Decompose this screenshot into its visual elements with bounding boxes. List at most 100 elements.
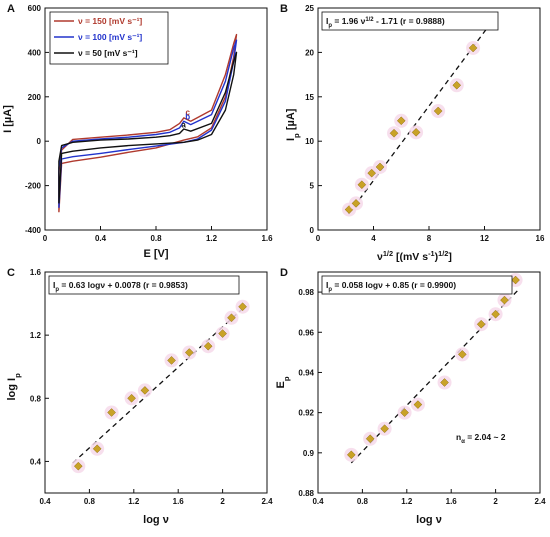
plot-frame <box>317 7 541 231</box>
equation-text: Ip = 0.058 logν + 0.85 (r = 0.9900) <box>326 280 456 293</box>
data-point <box>107 408 116 417</box>
n-alpha-note: nα = 2.04 ~ 2 <box>456 432 506 445</box>
y-tick-label: 200 <box>28 93 42 102</box>
x-axis-label: ν1/2 [(mV s-1)1/2] <box>377 249 452 264</box>
data-point <box>433 106 443 116</box>
y-tick-label: 0 <box>310 226 315 235</box>
label-part: log I <box>6 378 18 401</box>
equation-box <box>48 275 240 295</box>
y-tick-label: 0.96 <box>298 328 314 337</box>
equation-text: Ip = 1.96 ν1/2 - 1.71 (r = 0.9888) <box>326 16 445 29</box>
x-tick-label: 1.6 <box>173 497 185 506</box>
panel-c: C 0.4 0.8 1.2 1.6 2 2.4 1.6 1.2 0.8 0.4 Ip = 0.63 l… <box>6 267 273 526</box>
label-part: p <box>55 287 59 293</box>
cv-curve-100 <box>58 39 238 208</box>
label-part: ] <box>448 251 452 263</box>
label-part: [(mV s <box>393 251 428 263</box>
y-tick-label: 0.98 <box>298 288 314 297</box>
label-part: p <box>328 287 332 293</box>
x-tick-label: 2 <box>220 497 225 506</box>
x-tick-label: 0 <box>316 234 321 243</box>
x-axis-label: log ν <box>143 514 169 526</box>
data-point <box>468 43 478 53</box>
x-tick-label: 2 <box>493 497 498 506</box>
y-tick-label: 400 <box>28 48 42 57</box>
y-tick-label: 0.88 <box>298 489 314 498</box>
label-part: ν <box>378 280 383 290</box>
label-part: n <box>456 432 461 442</box>
data-point <box>365 434 375 444</box>
label-part: p <box>328 23 332 29</box>
cv-curve-50 <box>58 51 238 204</box>
equation-box <box>321 11 499 31</box>
y-tick-label: 15 <box>305 93 314 102</box>
data-point <box>476 319 486 329</box>
label-part: p <box>292 133 301 138</box>
data-point <box>440 378 449 387</box>
panel-label: C <box>7 267 15 279</box>
label-part: ν <box>100 280 105 290</box>
y-tick-label: -200 <box>25 182 42 191</box>
label-part: α <box>461 439 465 445</box>
x-tick-label: 0.8 <box>150 234 162 243</box>
y-tick-label: 0.4 <box>30 457 42 466</box>
panel-label: A <box>7 3 15 15</box>
data-point <box>346 450 356 460</box>
data-point <box>400 408 409 417</box>
label-part: I <box>285 138 297 141</box>
y-tick-label: 10 <box>305 137 314 146</box>
label-part: I <box>53 280 55 290</box>
x-tick-label: 16 <box>536 234 545 243</box>
y-axis-label: log Ip <box>6 373 22 401</box>
x-tick-label: 0.8 <box>357 497 369 506</box>
label-part: = 1.96 ν <box>332 16 366 26</box>
x-tick-label: 2.4 <box>534 497 546 506</box>
label-part: - 1.71 (r = 0.9888) <box>374 16 445 26</box>
data-point <box>457 350 467 359</box>
cv-curve-150 <box>58 33 238 213</box>
data-point <box>73 461 83 471</box>
label-part: = 100 [mV s⁻¹] <box>83 32 143 42</box>
x-tick-label: 8 <box>427 234 432 243</box>
label-part: -1 <box>428 249 435 258</box>
y-tick-label: 20 <box>305 48 314 57</box>
panel-a: A 0 0.4 0.8 1.2 1.6 600 400 200 0 -200 -400 E [V] I [… <box>2 3 273 260</box>
label-part: + 0.85 (r = 0.9900) <box>383 280 456 290</box>
data-point <box>413 400 423 409</box>
y-axis-label: I [µA] <box>2 105 14 133</box>
equation-box <box>321 275 513 295</box>
x-tick-label: 0.8 <box>84 497 96 506</box>
label-part: E <box>275 381 287 388</box>
data-point <box>500 295 509 305</box>
data-point <box>375 162 385 172</box>
data-point <box>140 386 150 395</box>
x-tick-label: 1.2 <box>401 497 413 506</box>
label-part: ) <box>435 251 439 263</box>
x-tick-label: 1.2 <box>206 234 218 243</box>
data-point <box>218 329 227 338</box>
x-tick-label: 1.6 <box>446 497 458 506</box>
x-axis-label: E [V] <box>143 248 168 260</box>
data-point <box>227 313 236 323</box>
x-tick-label: 0.4 <box>39 497 51 506</box>
label-part: = 50 [mV s⁻¹] <box>83 48 138 58</box>
panel-d: D 0.4 0.8 1.2 1.6 2 2.4 0.98 0.96 0.94 0.92 0.9 0.88… <box>275 267 546 526</box>
x-tick-label: 4 <box>371 234 376 243</box>
data-point <box>167 356 176 365</box>
y-tick-label: 0.9 <box>303 449 315 458</box>
label-part: = 150 [mV s⁻¹] <box>83 16 143 26</box>
data-point <box>92 444 102 454</box>
label-part: p <box>13 373 22 378</box>
data-point <box>491 309 500 319</box>
label-part: [µA] <box>285 108 297 133</box>
label-part: ν <box>78 32 83 42</box>
peak-label: a <box>181 120 186 129</box>
label-part: = 0.63 log <box>59 280 100 290</box>
plot-frame <box>44 271 268 494</box>
label-part: ν <box>377 251 383 263</box>
data-point <box>396 116 406 126</box>
x-tick-label: 1.6 <box>261 234 273 243</box>
data-point <box>411 127 421 137</box>
